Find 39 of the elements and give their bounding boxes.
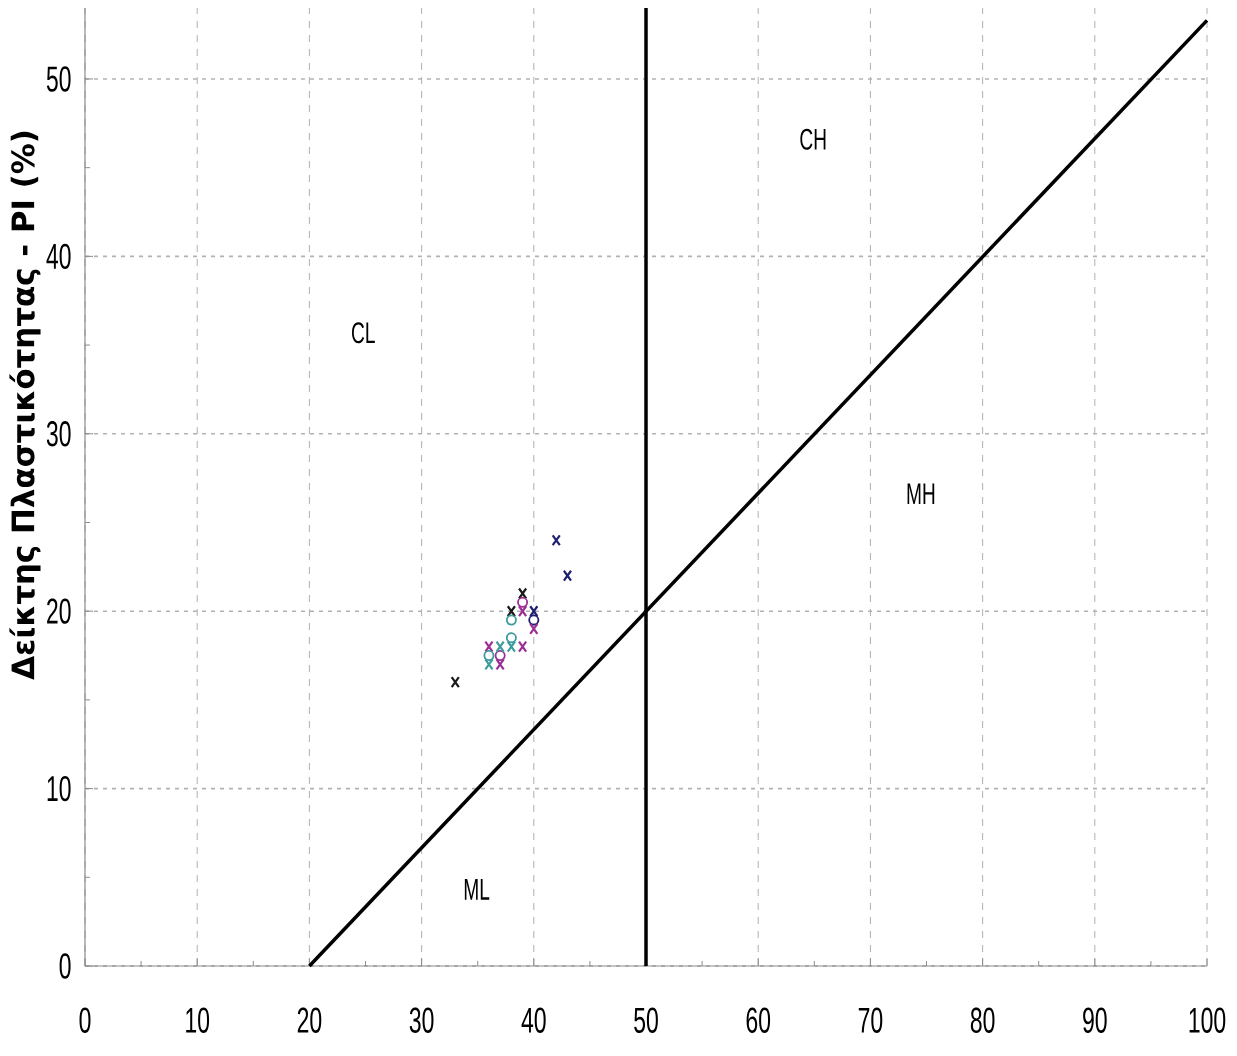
point: [505, 632, 517, 644]
x-tick-label: 90: [1083, 1007, 1107, 1033]
point: [506, 605, 517, 618]
point: [517, 596, 529, 608]
x-tick-label: 80: [970, 1007, 995, 1033]
x-tick-label: 20: [297, 1007, 322, 1033]
y-tick-label: 0: [59, 953, 71, 979]
point: [551, 534, 561, 547]
point: [505, 614, 517, 626]
point: [517, 605, 528, 618]
x-tick-label: 0: [79, 1007, 91, 1033]
x-tick-label: 100: [1189, 1007, 1226, 1033]
point: [494, 650, 506, 662]
annotation: CL: [352, 322, 375, 344]
annotation: MH: [907, 483, 935, 504]
x-tick-label: 50: [634, 1007, 658, 1033]
x-tick-label: 40: [521, 1007, 546, 1033]
y-tick-label: 50: [46, 66, 71, 92]
y-axis-title: Δείκτης Πλαστικότητας - PI (%): [9, 131, 41, 680]
point: [495, 658, 505, 671]
annotation: ML: [464, 879, 490, 900]
point: [450, 676, 460, 689]
y-tick-label: 40: [46, 243, 71, 270]
point: [562, 569, 573, 582]
point: [484, 640, 494, 653]
y-tick-label: 20: [47, 598, 71, 624]
x-tick-label: 60: [746, 1007, 771, 1033]
point: [517, 640, 528, 653]
x-tick-label: 30: [409, 1007, 434, 1033]
annotation: CH: [800, 128, 826, 150]
x-tick-label: 10: [186, 1007, 210, 1033]
point: [517, 587, 528, 600]
x-tick-label: 70: [858, 1007, 883, 1033]
point: [529, 622, 539, 635]
point: [528, 614, 540, 626]
y-tick-label: 10: [47, 775, 71, 802]
y-tick-label: 30: [46, 421, 71, 447]
point: [484, 658, 494, 671]
point: [483, 650, 495, 662]
